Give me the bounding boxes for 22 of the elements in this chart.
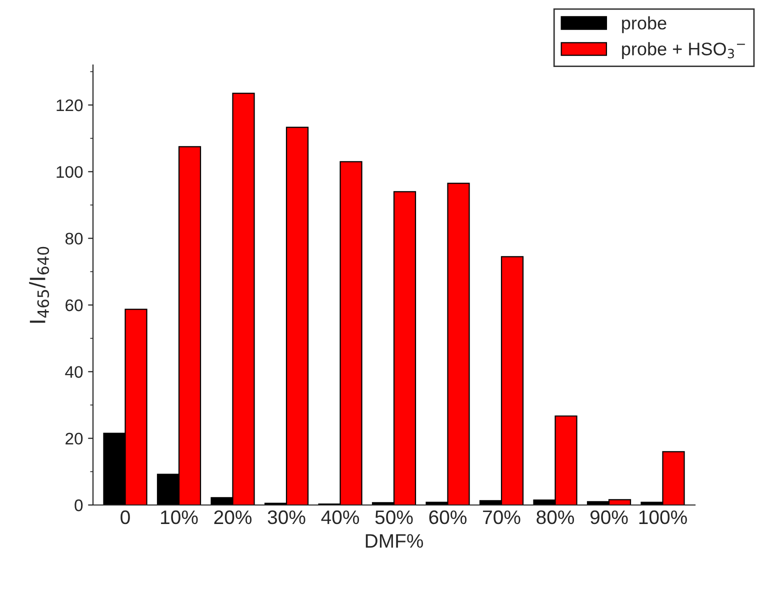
legend-label: probe + HSO$_{3}$$^{−}$ [622,42,745,59]
y-tick-label: 20 [66,432,83,445]
x-tick-label: 10% [161,510,198,524]
x-tick-label: 60% [429,510,467,524]
x-axis-title: DMF% [366,534,424,548]
y-tick-label: 100 [56,166,83,178]
x-tick-label: 80% [536,510,574,524]
y-tick-label: 0 [74,499,83,512]
x-tick-label: 100% [639,510,687,524]
y-tick-label: 80 [65,232,83,245]
x-tick-label: 90% [590,510,628,524]
y-tick-label: 60 [66,299,83,312]
x-tick-label: 0 [120,510,130,524]
y-tick-label: 40 [65,366,83,378]
y-axis-title: I$_{465}$/I$_{640}$ [29,246,50,323]
x-tick-label: 20% [214,510,252,524]
legend-label: probe [622,16,666,34]
x-tick-label: 70% [483,510,520,524]
x-tick-label: 50% [375,510,413,524]
x-tick-label: 30% [268,510,306,524]
x-tick-label: 40% [321,510,360,524]
y-tick-label: 120 [56,99,83,112]
